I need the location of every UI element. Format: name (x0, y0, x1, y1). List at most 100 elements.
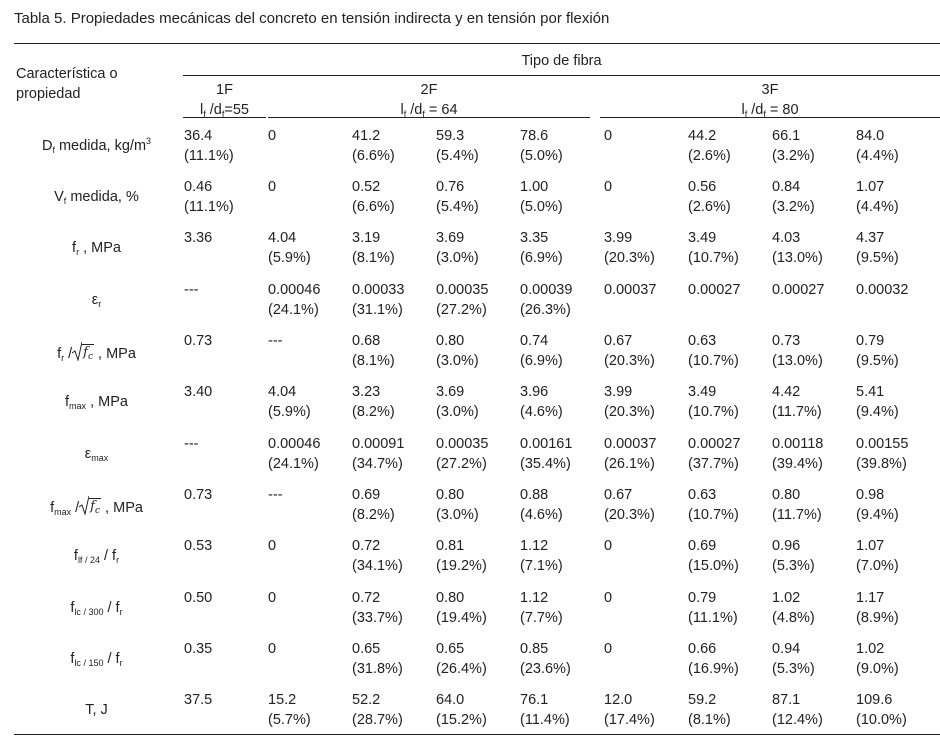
cell-cv: (3.2%) (772, 199, 815, 215)
cell-cv: (6.6%) (352, 199, 395, 215)
cell-value: 59.2 (688, 692, 717, 708)
cell-cv: (8.1%) (352, 250, 395, 266)
table-cell: 0.94 (5.3%) (772, 639, 815, 679)
cell-value: 0.65 (436, 641, 465, 657)
cell-cv: (23.6%) (520, 661, 571, 677)
cell-cv: (17.4%) (604, 712, 655, 728)
cell-value: 4.04 (268, 384, 297, 400)
cell-cv: (3.0%) (436, 507, 479, 523)
table-cell: 0.84 (3.2%) (772, 177, 815, 217)
cell-cv: (4.6%) (520, 404, 563, 420)
cell-cv: (11.1%) (688, 610, 738, 626)
cell-cv: (7.1%) (520, 558, 563, 574)
cell-cv: (5.0%) (520, 199, 563, 215)
table-cell: 0.80 (19.4%) (436, 588, 487, 628)
cell-cv: (3.0%) (436, 404, 479, 420)
table-cell: 0.63 (10.7%) (688, 485, 739, 525)
table-cell: 0.73 (184, 331, 212, 351)
cell-cv: (34.1%) (352, 558, 403, 574)
bottom-rule (14, 734, 940, 735)
table-cell: 36.4 (11.1%) (184, 126, 234, 166)
table-cell: 3.23 (8.2%) (352, 382, 395, 422)
table-cell: 1.17 (8.9%) (856, 588, 899, 628)
cell-value: 4.03 (772, 230, 801, 246)
cell-value: 0.88 (520, 487, 549, 503)
row-label-flc150-fr: flc / 150 / fr (70, 651, 123, 668)
table-cell: 0.00033 (31.1%) (352, 280, 404, 320)
cell-value: 0.76 (436, 179, 465, 195)
cell-cv: (2.6%) (688, 199, 731, 215)
cell-value: 78.6 (520, 128, 549, 144)
cell-value: 0.00091 (352, 436, 405, 452)
cell-value: --- (184, 282, 199, 298)
table-cell: 52.2 (28.7%) (352, 690, 403, 730)
cell-cv: (20.3%) (604, 507, 655, 523)
table-cell: 0.00046 (24.1%) (268, 434, 320, 474)
row-label-fr: fr , MPa (72, 240, 121, 257)
table-cell: 0 (604, 536, 612, 556)
table-cell: 0.68 (8.1%) (352, 331, 395, 371)
table-cell: 12.0 (17.4%) (604, 690, 655, 730)
table-cell: 3.69 (3.0%) (436, 228, 479, 268)
cell-value: 0.79 (688, 590, 717, 606)
cell-cv: (27.2%) (436, 302, 487, 318)
table-cell: 0 (268, 126, 276, 146)
cell-cv: (5.4%) (436, 148, 479, 164)
table-cell: 0 (604, 588, 612, 608)
group-header-1f: 1F lf /df=55 (200, 82, 249, 119)
cell-value: 0.00027 (688, 282, 741, 298)
table-cell: 87.1 (12.4%) (772, 690, 823, 730)
table-cell: 0.53 (184, 536, 212, 556)
cell-value: 0.00032 (856, 282, 909, 298)
cell-value: 1.12 (520, 538, 549, 554)
cell-cv: (4.8%) (772, 610, 815, 626)
cell-value: 0.67 (604, 487, 633, 503)
table-cell: 0 (604, 639, 612, 659)
cell-value: 0 (604, 538, 613, 554)
cell-cv: (6.9%) (520, 250, 563, 266)
table-cell: 0.73 (13.0%) (772, 331, 823, 371)
cell-value: 0.80 (772, 487, 801, 503)
cell-value: 0.80 (436, 590, 465, 606)
table-cell: 0.80 (3.0%) (436, 331, 479, 371)
cell-value: --- (268, 333, 283, 349)
table-cell: 41.2 (6.6%) (352, 126, 395, 166)
cell-value: 0.63 (688, 487, 717, 503)
cell-value: 0.63 (688, 333, 717, 349)
table-cell: 5.41 (9.4%) (856, 382, 899, 422)
cell-cv: (11.7%) (772, 404, 822, 420)
cell-value: 87.1 (772, 692, 801, 708)
table-cell: 0.79 (11.1%) (688, 588, 738, 628)
cell-value: 0.80 (436, 487, 465, 503)
cell-value: 0.00033 (352, 282, 405, 298)
cell-cv: (20.3%) (604, 353, 655, 369)
cell-value: 3.49 (688, 230, 717, 246)
table-cell: 0.69 (8.2%) (352, 485, 395, 525)
cell-cv: (26.1%) (604, 456, 655, 472)
cell-value: 0.53 (184, 538, 213, 554)
cell-value: 0.96 (772, 538, 801, 554)
table-cell: --- (268, 331, 283, 351)
cell-cv: (33.7%) (352, 610, 403, 626)
group-3f-rule (600, 117, 940, 118)
row-label-volume: Vf medida, % (54, 189, 139, 206)
cell-value: 0.84 (772, 179, 801, 195)
cell-value: 0.69 (688, 538, 717, 554)
cell-value: 0.00046 (268, 436, 321, 452)
cell-value: 0.73 (772, 333, 801, 349)
cell-cv: (9.4%) (856, 404, 899, 420)
cell-cv: (8.1%) (352, 353, 395, 369)
cell-value: 0.69 (352, 487, 381, 503)
table-cell: 109.6 (10.0%) (856, 690, 907, 730)
cell-cv: (11.4%) (520, 712, 570, 728)
cell-value: 4.37 (856, 230, 885, 246)
cell-cv: (6.9%) (520, 353, 563, 369)
table-cell: 66.1 (3.2%) (772, 126, 815, 166)
top-rule (14, 43, 940, 44)
table-cell: 3.40 (184, 382, 212, 402)
table-cell: 0.00039 (26.3%) (520, 280, 572, 320)
cell-cv: (4.6%) (520, 507, 563, 523)
table-cell: --- (184, 280, 199, 300)
table-cell: 0.00037 (604, 280, 656, 300)
cell-value: 0.00027 (688, 436, 741, 452)
